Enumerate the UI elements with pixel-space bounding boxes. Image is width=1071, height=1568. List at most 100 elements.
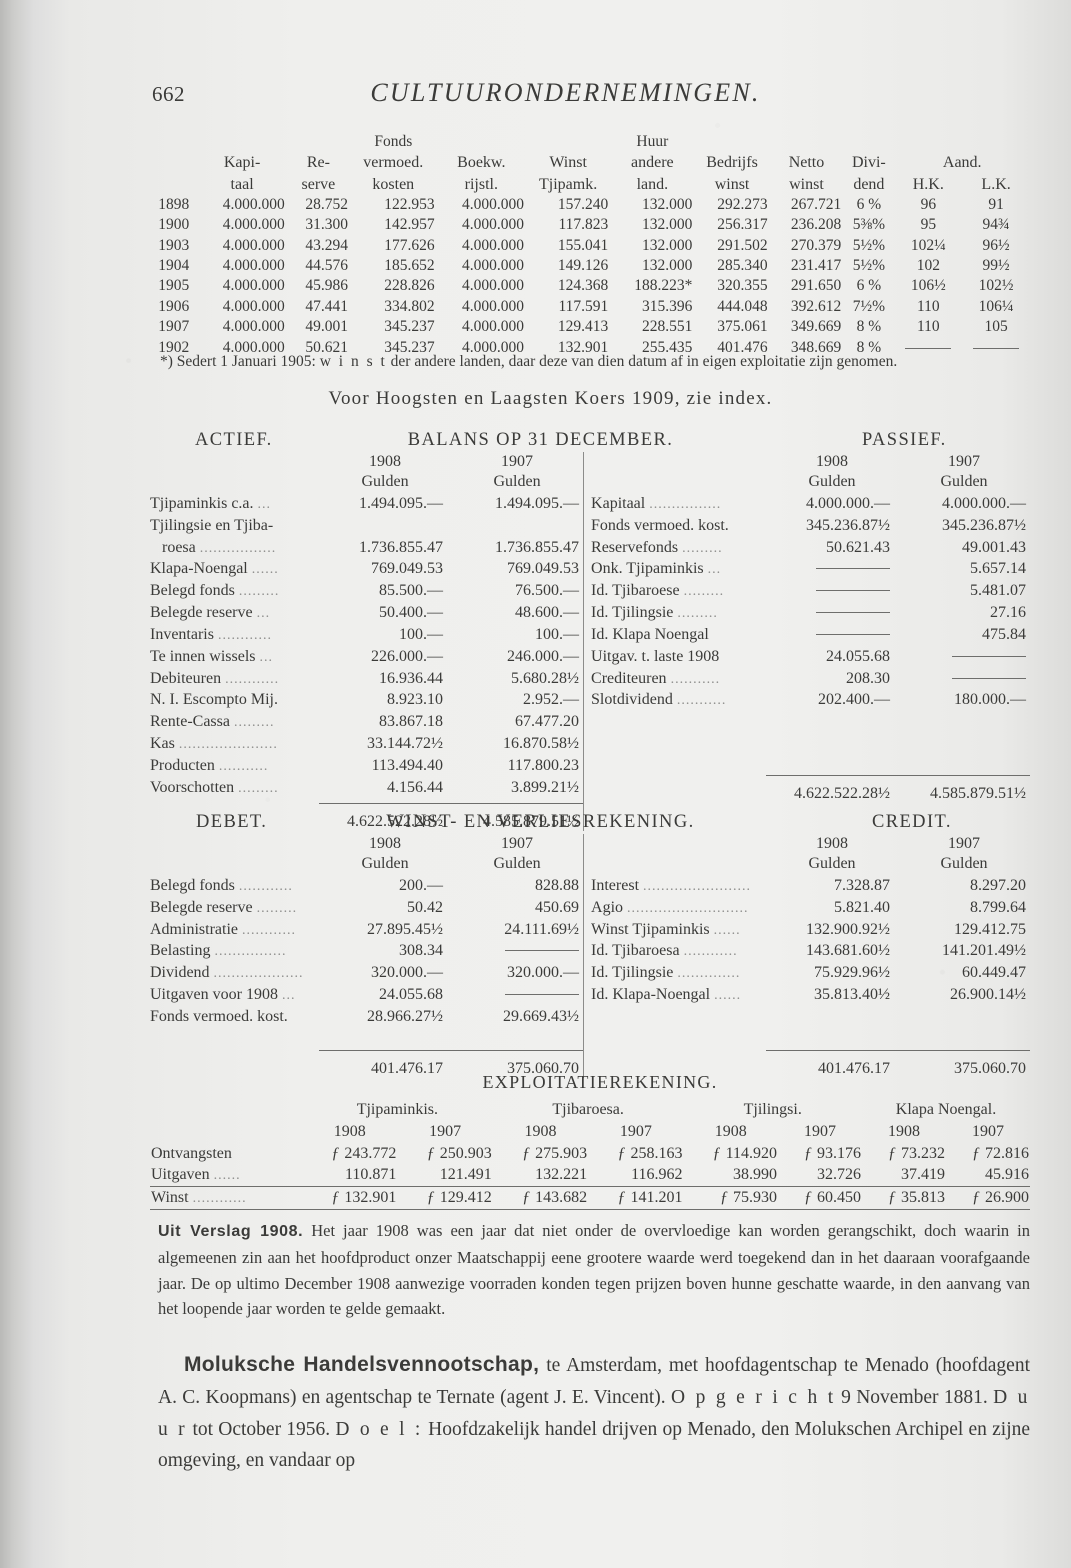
actief-value-1908: 113.494.40 xyxy=(371,756,444,774)
exploitatie-row-value-5: ƒ 93.176 xyxy=(804,1144,861,1162)
exploitatie-row-value-5: 32.726 xyxy=(778,1164,862,1188)
debet-total-1907: 375.060.70 xyxy=(507,1059,580,1077)
exploitatie-total-row-value-1: ƒ 129.412 xyxy=(397,1186,493,1210)
cell-boekw: 4.000.000 xyxy=(462,277,524,295)
exploitatie-total-row-label: Winst ............ xyxy=(150,1186,302,1210)
cell-winst_tjipamk: 117.823 xyxy=(558,216,609,234)
exploitatie-year-5: 1907 xyxy=(804,1122,836,1140)
footnote-part-2: der andere landen, daar deze van dien da… xyxy=(390,353,898,370)
debet-value-1908: 200.— xyxy=(399,876,444,894)
debet-value-1908: 24.055.68 xyxy=(379,986,444,1004)
passief-label: Uitgav. t. laste 1908 xyxy=(591,647,720,665)
exploitatie-row-value-4: 38.990 xyxy=(683,1164,779,1188)
actief-total-1908: 4.622.522.28½ xyxy=(347,812,444,830)
credit-label: Id. Klapa-Noengal ...... xyxy=(591,986,742,1004)
exploitatie-year-4: 1908 xyxy=(714,1122,747,1140)
header-row-2: taal serve kosten rijstl. Tjipamk. land.… xyxy=(150,174,1030,195)
cell-dividend: 6 % xyxy=(856,195,882,213)
cell-boekw: 4.000.000 xyxy=(462,318,524,336)
debet-value-1908: 27.895.45½ xyxy=(367,920,444,938)
label-opgericht: O p g e r i c h t xyxy=(670,1387,836,1409)
exploitatie-total-row-value-3: ƒ 141.201 xyxy=(588,1186,684,1210)
debet-year-1908: 1908 xyxy=(369,835,402,852)
actief-total-row: 4.622.522.28½ 4.585.879.51½ xyxy=(150,813,583,831)
passief-value-1907: 5.481.07 xyxy=(970,582,1026,600)
cell-lk: 91 xyxy=(988,195,1004,213)
cell-bedrijfs: 401.476 xyxy=(717,338,768,356)
passief-value-1908: 50.621.43 xyxy=(826,538,890,556)
debet-value-1907: 828.88 xyxy=(535,876,580,894)
actief-row: Belegd fonds ......... 85.500.— 76.500.— xyxy=(150,580,583,602)
final-text-4: Hoofdzakelijk handel drijven op Menado, … xyxy=(158,1418,1031,1472)
exploitatie-row-label: Uitgaven ...... xyxy=(150,1164,302,1188)
actief-label: N. I. Escompto Mij. xyxy=(150,691,278,709)
exploitatie-row: Uitgaven ...... 110.871 121.491 132.221 116.… xyxy=(150,1164,1030,1188)
exploitatie-row-value-6: 37.419 xyxy=(862,1164,946,1188)
col-bedrijfs-2: winst xyxy=(714,175,750,193)
debet-year-header: 1908 1907 xyxy=(150,834,583,854)
passief-row: Reservefonds ......... 50.621.43 49.001.43 xyxy=(591,537,1030,559)
passief-row: Id. Klapa Noengal 475.84 xyxy=(591,624,1030,646)
credit-value-1908: 7.328.87 xyxy=(834,876,890,894)
debet-value-1907: 29.669.43½ xyxy=(503,1007,580,1025)
actief-value-1907: 769.049.53 xyxy=(507,560,580,578)
cell-lk: 96½ xyxy=(982,236,1010,254)
exploitatie-row: Ontvangsten ƒ 243.772 ƒ 250.903 ƒ 275.903 ƒ … xyxy=(150,1143,1030,1165)
passief-year-1907: 1907 xyxy=(948,453,980,470)
actief-value-1907: 246.000.— xyxy=(507,647,580,665)
exploitatie-total-row-value-6: ƒ 35.813 xyxy=(862,1186,946,1210)
credit-label: Id. Tjibaroesa ............ xyxy=(591,942,738,960)
passief-row: Slotdividend ........... 202.400.— 180.000… xyxy=(591,689,1030,711)
exploitatie-year-1: 1907 xyxy=(429,1122,462,1140)
col-andere-1: andere xyxy=(631,154,674,172)
actief-row: Klapa-Noengal ...... 769.049.53 769.049.53 xyxy=(150,558,583,580)
passief-row: Onk. Tjipaminkis ... 5.657.14 xyxy=(591,558,1030,580)
credit-year-1908: 1908 xyxy=(816,835,848,852)
actief-value-1908: 100.— xyxy=(399,625,444,643)
credit-value-1907: 8.799.64 xyxy=(970,898,1026,916)
exploitatie-total-row-value-2: ƒ 143.682 xyxy=(492,1186,589,1210)
balans-actief-column: 1908 1907 Gulden Gulden Tjipaminkis c.a.… xyxy=(150,452,584,831)
passief-value-1907 xyxy=(894,668,1030,690)
actief-label: roesa ................. xyxy=(150,538,277,556)
cell-netto: 231.417 xyxy=(790,257,842,275)
group-header-row: Fonds Huur xyxy=(150,132,1030,152)
cell-reserve: 50.621 xyxy=(305,338,348,356)
actief-value-1907: 76.500.— xyxy=(515,582,580,600)
cell-dividend: 6 % xyxy=(856,277,882,295)
passief-row: Kapitaal ................ 4.000.000.— 4.00… xyxy=(591,493,1030,515)
debet-value-1907: 450.69 xyxy=(535,898,580,916)
cell-huur_andere: 132.000 xyxy=(642,257,693,275)
cell-dividend: 8 % xyxy=(856,338,882,356)
exploitatie-row-value-2: 132.221 xyxy=(492,1164,589,1188)
actief-currency-header: Gulden Gulden xyxy=(150,472,583,492)
actief-label: Kas ...................... xyxy=(150,735,278,753)
col-winst-1: Winst xyxy=(549,154,587,172)
cell-boekw: 4.000.000 xyxy=(462,257,524,275)
credit-label: Agio ........................... xyxy=(591,898,749,916)
debet-value-1908: 320.000.— xyxy=(371,964,444,982)
passief-value-1908: 208.30 xyxy=(846,669,890,687)
credit-row: Winst Tjipaminkis ...... 132.900.92½ 129.4… xyxy=(591,919,1030,941)
col-dividend-1: Divi- xyxy=(851,154,886,172)
cell-kapitaal: 4.000.000 xyxy=(222,257,285,275)
passief-value-1907: 345.236.87½ xyxy=(942,516,1026,534)
credit-label: Interest ........................ xyxy=(591,876,752,894)
debet-value-1907: 24.111.69½ xyxy=(504,920,580,938)
actief-row: Producten ........... 113.494.40 117.800.2… xyxy=(150,755,583,777)
cell-hk: 96 xyxy=(920,195,937,213)
actief-row: Voorschotten ......... 4.156.44 3.899.21½ xyxy=(150,777,583,799)
cell-reserve: 49.001 xyxy=(305,318,348,336)
credit-value-1908: 35.813.40½ xyxy=(814,986,890,1004)
cell-lk: 106¼ xyxy=(978,297,1014,315)
table-row: 1906 4.000.000 47.441 334.802 4.000.000 117.5… xyxy=(150,297,1030,317)
passief-value-1908: 345.236.87½ xyxy=(806,516,890,534)
actief-value-1908: 33.144.72½ xyxy=(367,735,444,753)
cell-boekw: 4.000.000 xyxy=(462,236,524,254)
actief-label: Tjipaminkis c.a. ... xyxy=(150,494,272,512)
actief-value-1907: 117.800.23 xyxy=(507,756,580,774)
cell-reserve: 45.986 xyxy=(305,277,348,295)
winst-verlies-table: 1908 1907 Gulden Gulden Belegd fonds ...… xyxy=(150,834,1030,1078)
cell-bedrijfs: 291.502 xyxy=(717,236,768,254)
actief-row: Debiteuren ............ 16.936.44 5.680.28… xyxy=(150,668,583,690)
